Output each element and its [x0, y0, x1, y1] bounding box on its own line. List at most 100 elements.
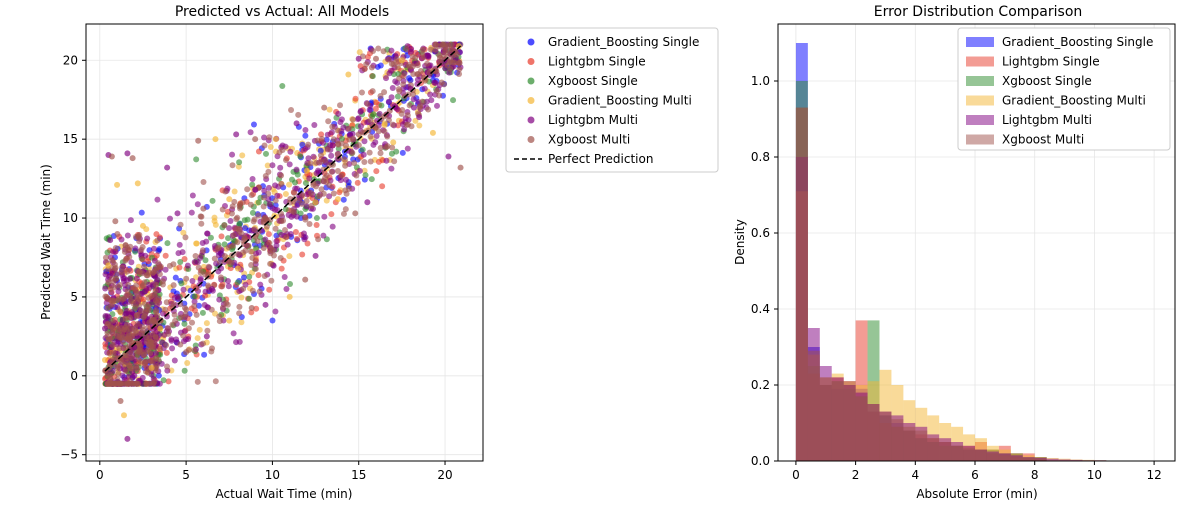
histogram-y-tick-label: 0.6	[751, 226, 770, 240]
scatter-point	[163, 342, 170, 349]
scatter-point	[139, 326, 146, 333]
scatter-point	[375, 158, 382, 165]
scatter-point	[432, 46, 439, 53]
scatter-point	[360, 151, 367, 158]
scatter-point	[324, 146, 331, 153]
scatter-point	[256, 288, 263, 295]
scatter-frame	[85, 23, 484, 462]
scatter-point	[336, 189, 343, 196]
scatter-point	[221, 222, 228, 229]
scatter-point	[191, 303, 198, 310]
scatter-point	[308, 202, 315, 209]
scatter-point	[269, 162, 276, 169]
scatter-point	[345, 125, 352, 132]
scatter-point	[177, 314, 184, 321]
scatter-point	[110, 361, 117, 368]
scatter-point	[133, 312, 140, 319]
scatter-point	[414, 62, 421, 69]
scatter-point	[286, 222, 293, 229]
scatter-point	[236, 338, 243, 345]
scatter-point	[320, 232, 327, 239]
scatter-point	[368, 176, 375, 183]
scatter-point	[381, 120, 388, 127]
scatter-point	[222, 188, 229, 195]
scatter-point	[261, 272, 268, 279]
scatter-point	[219, 206, 226, 213]
scatter-point	[330, 190, 337, 197]
scatter-point	[277, 255, 284, 262]
scatter-point	[406, 63, 413, 70]
scatter-point	[144, 272, 151, 279]
scatter-point	[147, 350, 154, 357]
scatter-point	[361, 66, 368, 73]
scatter-point	[320, 166, 327, 173]
scatter-point	[203, 320, 210, 327]
scatter-point	[109, 317, 116, 324]
scatter-point	[445, 153, 452, 160]
scatter-point	[219, 283, 226, 290]
scatter-point	[387, 67, 394, 74]
scatter-point	[191, 347, 198, 354]
scatter-point	[302, 179, 309, 186]
scatter-point	[312, 199, 319, 206]
scatter-point	[388, 165, 395, 172]
scatter-point	[226, 225, 233, 232]
scatter-point	[225, 244, 232, 251]
scatter-point	[389, 144, 396, 151]
scatter-point	[230, 330, 237, 337]
scatter-point	[409, 53, 416, 60]
scatter-point	[183, 275, 190, 282]
scatter-point	[201, 302, 208, 309]
scatter-point	[377, 93, 384, 100]
scatter-point	[209, 345, 216, 352]
scatter-point	[388, 47, 395, 54]
scatter-point	[152, 333, 159, 340]
scatter-point	[410, 96, 417, 103]
scatter-point	[297, 153, 304, 160]
scatter-point	[235, 163, 242, 170]
scatter-point	[246, 295, 253, 302]
scatter-point	[137, 308, 144, 315]
histogram-bar	[855, 396, 868, 461]
scatter-point	[231, 198, 238, 205]
scatter-point	[395, 86, 402, 93]
scatter-point	[364, 199, 371, 206]
scatter-point	[378, 102, 385, 109]
scatter-point	[174, 210, 181, 217]
scatter-point	[456, 70, 463, 77]
scatter-point	[362, 172, 369, 179]
scatter-point	[303, 198, 310, 205]
scatter-point	[118, 268, 125, 275]
scatter-point	[249, 287, 256, 294]
scatter-point	[183, 306, 190, 313]
histogram-bar	[1058, 459, 1071, 461]
scatter-x-tick-label: 5	[182, 468, 190, 482]
scatter-point	[218, 233, 225, 240]
histogram-y-tick-label: 0.4	[751, 302, 770, 316]
scatter-point	[375, 128, 382, 135]
scatter-point	[239, 152, 246, 159]
scatter-point	[260, 203, 267, 210]
scatter-point	[105, 321, 112, 328]
scatter-point	[162, 266, 169, 273]
scatter-point	[169, 345, 176, 352]
scatter-point	[287, 230, 294, 237]
scatter-point	[244, 186, 251, 193]
scatter-point	[104, 249, 111, 256]
scatter-point	[252, 186, 259, 193]
scatter-point	[124, 435, 131, 442]
scatter-point	[194, 201, 201, 208]
scatter-point	[352, 210, 359, 217]
scatter-point	[177, 341, 184, 348]
scatter-point	[165, 378, 172, 385]
scatter-point	[450, 97, 457, 104]
scatter-point	[283, 234, 290, 241]
scatter-point	[248, 309, 255, 316]
scatter-point	[393, 55, 400, 62]
scatter-point	[203, 333, 210, 340]
scatter-point	[127, 292, 134, 299]
scatter-point	[171, 357, 178, 364]
scatter-point	[117, 398, 124, 405]
scatter-point	[107, 237, 114, 244]
